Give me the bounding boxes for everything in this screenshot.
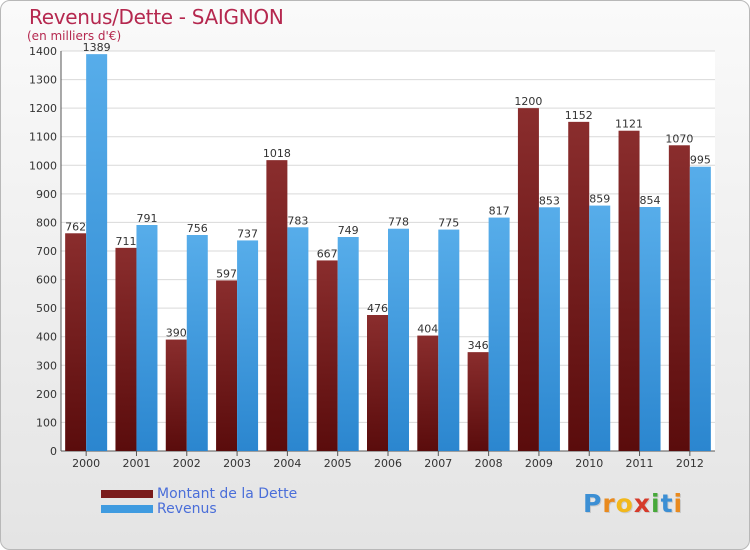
bar-dette — [367, 315, 388, 451]
data-label-dette: 667 — [317, 247, 338, 260]
data-label-revenus: 1389 — [83, 41, 111, 54]
data-label-revenus: 756 — [187, 222, 208, 235]
data-label-dette: 1070 — [665, 132, 693, 145]
bar-dette — [216, 280, 238, 451]
y-tick-label: 600 — [36, 274, 57, 287]
legend-label-dette: Montant de la Dette — [157, 486, 298, 502]
bar-dette — [115, 247, 137, 451]
y-tick-label: 300 — [36, 359, 57, 372]
y-tick-label: 800 — [36, 216, 57, 229]
y-tick-label: 100 — [36, 416, 57, 429]
bar-dette — [467, 352, 489, 451]
legend-swatch-dette — [101, 490, 153, 498]
logo-letter: t — [660, 489, 674, 518]
data-label-dette: 404 — [417, 323, 438, 336]
bar-revenus — [136, 225, 158, 451]
bar-revenus — [86, 54, 108, 452]
bar-revenus — [589, 205, 611, 451]
chart-subtitle: (en milliers d'€) — [27, 29, 122, 43]
y-tick-label: 1100 — [29, 131, 57, 144]
y-tick-label: 1000 — [29, 159, 57, 172]
data-label-dette: 390 — [166, 327, 187, 340]
data-label-dette: 1121 — [615, 118, 643, 131]
y-tick-label: 200 — [36, 388, 57, 401]
data-label-revenus: 791 — [136, 212, 157, 225]
bar-dette — [316, 260, 338, 451]
proxiti-logo: Proxiti — [583, 489, 683, 518]
y-tick-label: 500 — [36, 302, 57, 315]
data-label-revenus: 995 — [690, 154, 711, 167]
data-label-revenus: 854 — [640, 194, 661, 207]
bar-dette — [517, 108, 539, 452]
logo-letter: i — [651, 489, 661, 518]
data-label-revenus: 817 — [489, 205, 510, 218]
data-label-revenus: 778 — [388, 216, 409, 229]
bar-revenus — [438, 229, 460, 451]
legend-label-revenus: Revenus — [157, 501, 217, 517]
bar-dette — [65, 233, 87, 451]
data-label-dette: 597 — [216, 267, 237, 280]
data-label-revenus: 859 — [589, 193, 610, 206]
data-label-revenus: 737 — [237, 227, 258, 240]
x-tick-label: 2012 — [676, 457, 704, 470]
data-label-dette: 1018 — [263, 147, 291, 160]
x-tick-label: 2003 — [223, 457, 251, 470]
logo-letter: i — [673, 489, 684, 518]
bar-revenus — [388, 228, 409, 451]
x-tick-label: 2004 — [273, 457, 301, 470]
logo-letter: P — [583, 489, 603, 518]
y-tick-label: 1300 — [29, 74, 57, 87]
y-tick-label: 1400 — [29, 45, 57, 58]
data-label-revenus: 853 — [539, 194, 560, 207]
data-label-dette: 346 — [468, 339, 489, 352]
x-tick-label: 2000 — [72, 457, 100, 470]
y-tick-label: 900 — [36, 188, 57, 201]
data-label-dette: 476 — [367, 302, 388, 315]
bar-dette — [165, 339, 187, 451]
x-tick-label: 2006 — [374, 457, 402, 470]
bar-dette — [568, 121, 590, 451]
y-tick-label: 400 — [36, 331, 57, 344]
data-label-revenus: 775 — [438, 217, 459, 230]
data-label-dette: 762 — [65, 220, 86, 233]
bar-revenus — [689, 166, 711, 451]
bar-dette — [618, 130, 640, 451]
x-tick-label: 2009 — [525, 457, 553, 470]
logo-letter: r — [602, 489, 616, 518]
x-tick-label: 2008 — [475, 457, 503, 470]
bar-revenus — [639, 207, 661, 451]
x-tick-label: 2011 — [626, 457, 654, 470]
bar-revenus — [186, 235, 208, 451]
logo-letter: x — [633, 489, 651, 518]
data-label-revenus: 749 — [338, 224, 359, 237]
data-label-dette: 1200 — [514, 95, 542, 108]
y-tick-label: 0 — [50, 445, 57, 458]
bar-dette — [668, 145, 690, 452]
data-label-dette: 711 — [115, 235, 136, 248]
bar-revenus — [237, 240, 259, 451]
bar-dette — [266, 160, 288, 451]
logo-letter: o — [615, 489, 634, 518]
y-tick-label: 700 — [36, 245, 57, 258]
x-tick-label: 2010 — [575, 457, 603, 470]
bar-revenus — [538, 207, 560, 451]
legend-swatch-revenus — [101, 505, 153, 513]
bar-dette — [417, 335, 439, 451]
x-tick-label: 2001 — [122, 457, 150, 470]
x-tick-label: 2002 — [173, 457, 201, 470]
bar-revenus — [287, 227, 309, 451]
x-tick-label: 2005 — [324, 457, 352, 470]
data-label-dette: 1152 — [565, 109, 593, 122]
data-label-revenus: 783 — [287, 214, 308, 227]
chart-title: Revenus/Dette - SAIGNON — [29, 5, 284, 29]
bar-revenus — [337, 237, 359, 451]
x-tick-label: 2007 — [424, 457, 452, 470]
bar-revenus — [488, 217, 510, 451]
y-tick-label: 1200 — [29, 102, 57, 115]
